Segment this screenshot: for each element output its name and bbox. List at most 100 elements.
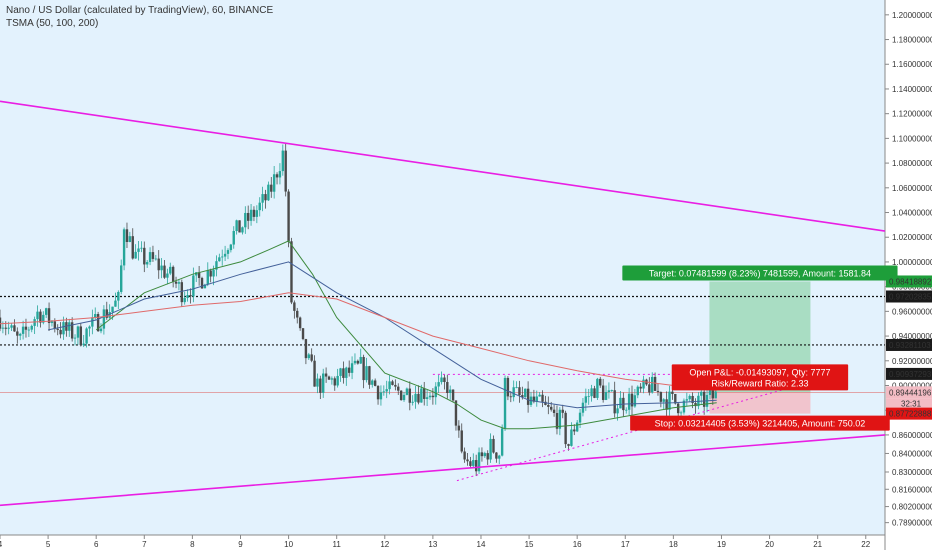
candle-body — [209, 270, 212, 277]
candle-body — [244, 212, 247, 228]
candle-body — [700, 391, 703, 396]
candle-body — [570, 429, 573, 446]
candle-body — [94, 314, 97, 318]
indicator-label: TSMA (50, 100, 200) — [6, 18, 98, 29]
countdown-label-text: 32:31 — [901, 399, 922, 408]
stop-label[interactable] — [630, 415, 890, 431]
candle-body — [633, 395, 637, 407]
x-tick-label: 8 — [190, 540, 195, 549]
candle-body — [131, 236, 134, 259]
y-tick-label: 0.81600000 — [892, 485, 932, 494]
candle-body — [1, 327, 5, 329]
candle-body — [203, 284, 207, 289]
candle-body — [108, 312, 111, 318]
price-axis-label — [886, 290, 932, 303]
candle-body — [319, 378, 322, 393]
candle-body — [347, 367, 351, 373]
moving-average-ma50 — [95, 240, 717, 430]
candle-body — [111, 306, 114, 313]
price-axis-label — [886, 338, 932, 351]
candle-body — [59, 329, 62, 335]
candle-body — [189, 295, 192, 297]
candle-body — [446, 382, 449, 393]
candle-body — [483, 453, 487, 457]
candle-body — [590, 388, 593, 397]
candle-body — [62, 322, 65, 335]
pnl-label[interactable] — [671, 364, 849, 391]
candle-body — [457, 425, 461, 431]
x-tick-label: 11 — [333, 540, 342, 549]
candle-body — [275, 174, 279, 178]
candle-body — [145, 262, 149, 265]
candle-body — [411, 401, 414, 403]
candle-body — [174, 281, 178, 284]
candle-body — [232, 231, 235, 245]
candle-body — [33, 319, 36, 326]
candle-body — [223, 253, 227, 257]
candle-body — [261, 194, 264, 203]
candle-body — [267, 184, 270, 201]
candle-body — [498, 455, 501, 459]
candle-body — [278, 171, 282, 178]
candle-body — [651, 376, 654, 393]
target-label[interactable] — [622, 265, 898, 281]
candle-body — [79, 326, 83, 346]
candle-body — [21, 326, 25, 334]
candle-body — [140, 247, 143, 249]
y-tick-label: 1.18000000 — [892, 36, 932, 45]
x-tick-label: 14 — [477, 540, 486, 549]
candle-body — [105, 309, 108, 318]
y-tick-label: 1.02000000 — [892, 233, 932, 242]
price-axis-label — [886, 386, 932, 399]
candle-body — [509, 396, 512, 398]
candle-body — [226, 250, 230, 254]
candle-body — [264, 194, 267, 201]
candle-body — [515, 387, 518, 389]
candle-body — [183, 297, 186, 303]
candle-body — [368, 366, 371, 385]
candle-body — [4, 327, 7, 329]
y-tick-label: 1.20000000 — [892, 11, 932, 20]
candle-body — [648, 384, 651, 393]
candle-body — [561, 409, 564, 413]
candle-body — [500, 428, 504, 456]
candle-body — [249, 209, 253, 221]
candle-body — [99, 328, 103, 332]
y-tick-label: 1.06000000 — [892, 184, 932, 193]
y-tick-label: 0.92000000 — [892, 357, 932, 366]
pnl-label-text: Risk/Reward Ratio: 2.33 — [711, 378, 808, 388]
candle-body — [16, 331, 19, 336]
candle-body — [613, 390, 616, 414]
candle-body — [448, 389, 452, 393]
candle-body — [604, 391, 608, 400]
candle-body — [362, 356, 365, 381]
candle-body — [391, 381, 394, 385]
channel-trendline[interactable] — [0, 100, 886, 232]
candle-body — [169, 266, 172, 274]
candle-body — [538, 394, 541, 397]
candle-body — [160, 265, 163, 271]
candle-body — [293, 302, 296, 311]
candle-body — [382, 391, 386, 393]
candle-body — [206, 270, 209, 285]
candle-body — [414, 393, 417, 402]
candle-body — [102, 309, 106, 329]
y-tick-label: 1.14000000 — [892, 85, 932, 94]
price-axis-label — [886, 407, 932, 420]
candle-body — [56, 328, 59, 330]
candle-body — [371, 380, 374, 385]
moving-average-ma200 — [0, 292, 717, 391]
candle-body — [151, 252, 155, 259]
candle-body — [474, 460, 478, 472]
candle-body — [117, 291, 120, 301]
candle-body — [584, 396, 588, 403]
candle-body — [625, 409, 628, 411]
candle-body — [120, 265, 123, 292]
candle-body — [532, 396, 536, 402]
x-tick-label: 4 — [0, 540, 3, 549]
candle-body — [451, 389, 455, 401]
channel-trendline[interactable] — [0, 434, 886, 507]
candle-body — [301, 328, 305, 340]
support-trendline[interactable] — [456, 386, 794, 482]
